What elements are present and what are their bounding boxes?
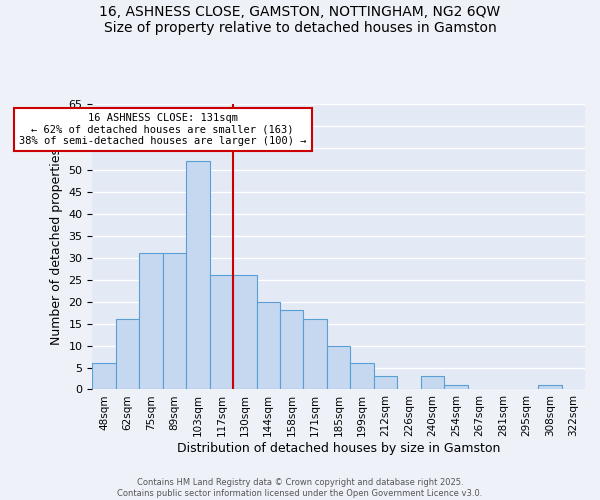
Bar	[116, 319, 139, 390]
Bar	[209, 276, 233, 390]
Bar	[327, 346, 350, 390]
Bar	[233, 276, 257, 390]
Text: 16 ASHNESS CLOSE: 131sqm
← 62% of detached houses are smaller (163)
38% of semi-: 16 ASHNESS CLOSE: 131sqm ← 62% of detach…	[19, 113, 307, 146]
Bar	[186, 162, 209, 390]
Bar	[444, 385, 467, 390]
Bar	[374, 376, 397, 390]
Bar	[280, 310, 304, 390]
Text: Contains HM Land Registry data © Crown copyright and database right 2025.
Contai: Contains HM Land Registry data © Crown c…	[118, 478, 482, 498]
Bar	[350, 363, 374, 390]
Bar	[92, 363, 116, 390]
Bar	[304, 319, 327, 390]
Y-axis label: Number of detached properties: Number of detached properties	[50, 148, 63, 346]
Text: 16, ASHNESS CLOSE, GAMSTON, NOTTINGHAM, NG2 6QW
Size of property relative to det: 16, ASHNESS CLOSE, GAMSTON, NOTTINGHAM, …	[100, 5, 500, 35]
Bar	[139, 254, 163, 390]
Bar	[163, 254, 186, 390]
X-axis label: Distribution of detached houses by size in Gamston: Distribution of detached houses by size …	[177, 442, 500, 455]
Bar	[257, 302, 280, 390]
Bar	[421, 376, 444, 390]
Bar	[538, 385, 562, 390]
